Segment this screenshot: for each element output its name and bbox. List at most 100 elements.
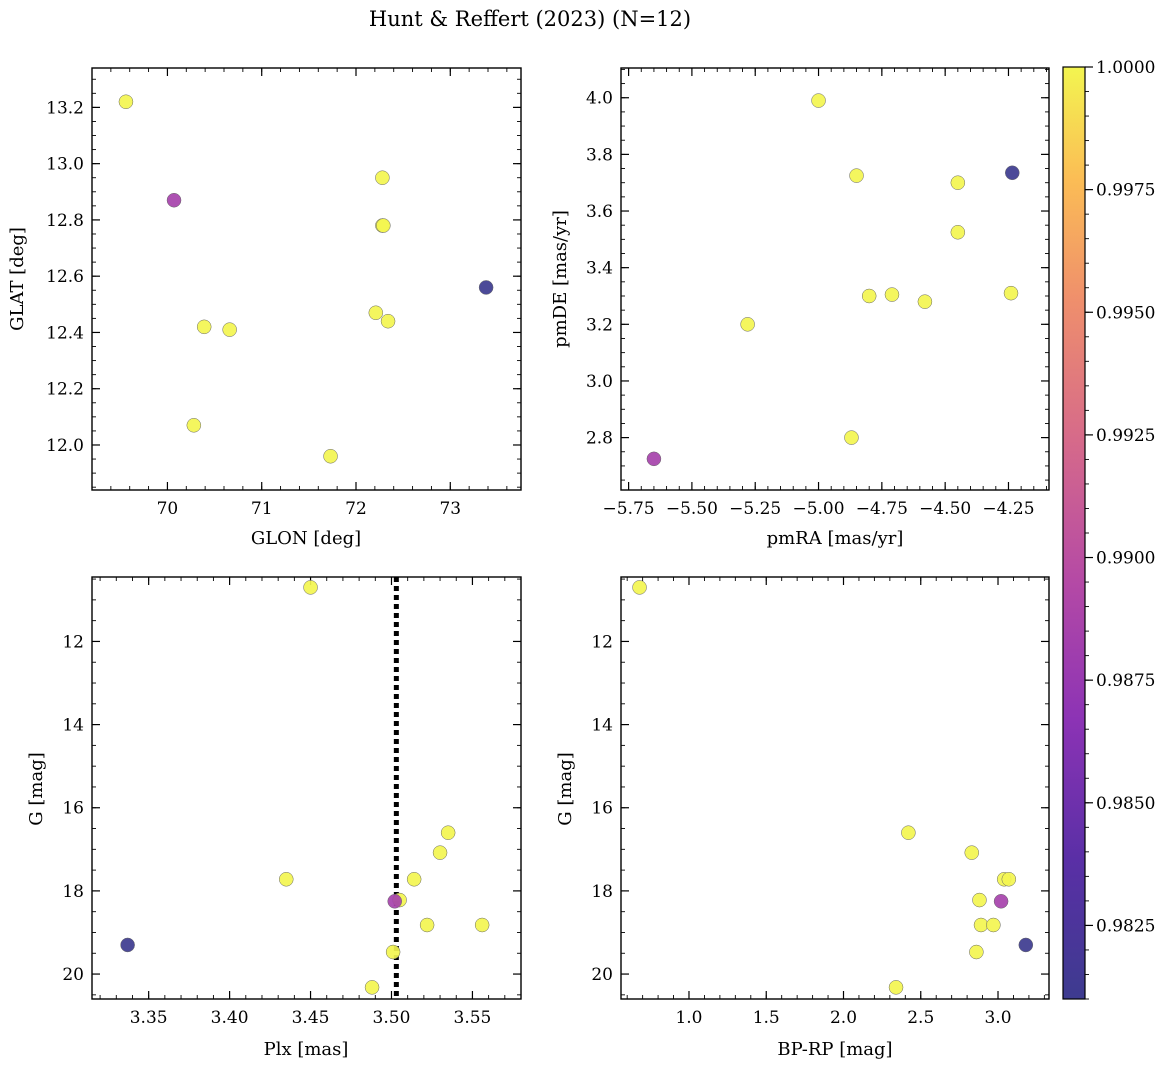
data-point [222, 322, 237, 337]
axes-frame [91, 576, 522, 1000]
ylabel-pmde: pmDE [mas/yr] [550, 210, 571, 348]
data-point [380, 313, 396, 329]
data-point [993, 894, 1009, 909]
colorbar-tick-label: 0.9875 [1096, 671, 1155, 691]
data-point [120, 937, 135, 953]
plot-bprp-g: 1.0 1.5 2.0 2.5 3.0 12 14 16 18 20 [591, 576, 1050, 1028]
colorbar-tick-label: 0.9850 [1096, 794, 1155, 814]
data-point [1018, 937, 1034, 953]
x-tick-label: −5.75 [603, 499, 655, 519]
data-point [972, 892, 987, 908]
data-point [196, 319, 212, 335]
y-tick-label: 12.4 [46, 323, 84, 343]
data-point [375, 170, 390, 185]
y-tick-label: 3.4 [586, 259, 613, 279]
data-point [844, 430, 859, 445]
x-tick-label: 1.5 [753, 1008, 780, 1028]
y-tick-label: 12 [62, 632, 84, 652]
data-point [969, 944, 984, 960]
y-tick-label: 14 [591, 716, 613, 736]
ylabel-g-left: G [mag] [26, 752, 47, 825]
x-tick-label: −4.50 [919, 499, 971, 519]
x-tick-label: 3.50 [373, 1008, 411, 1028]
y-tick-label: 12.0 [46, 436, 84, 456]
data-point [323, 448, 338, 464]
panel-glon-glat: GLON [deg] GLAT [deg] [7, 227, 361, 549]
data-point [364, 980, 380, 995]
data-point [917, 294, 933, 309]
y-tick-label: 16 [591, 799, 613, 819]
panel-pmra-pmde: pmRA [mas/yr] pmDE [mas/yr] [550, 210, 903, 549]
x-tick-label: −4.75 [856, 499, 908, 519]
data-point [986, 917, 1001, 933]
data-point [478, 280, 494, 295]
x-tick-label: 71 [251, 499, 273, 519]
data-point [1001, 872, 1017, 887]
colorbar-tick-label: 1.0000 [1096, 58, 1155, 78]
y-tick-label: 13.2 [46, 98, 84, 118]
ylabel-glat: GLAT [deg] [7, 227, 28, 331]
data-point [888, 980, 904, 995]
data-point [376, 218, 391, 233]
data-point [368, 305, 384, 321]
y-tick-label: 3.2 [586, 315, 613, 335]
xlabel-bprp: BP-RP [mag] [777, 1039, 892, 1060]
plot-pmra-pmde: −5.75 −5.50 −5.25 −5.00 −4.75 −4.50 −4.25 2.8 3.… [586, 67, 1050, 519]
data-point [1003, 285, 1019, 301]
axes-frame [620, 576, 1050, 1000]
x-tick-label: 2.5 [907, 1008, 934, 1028]
colorbar-tick-label: 0.9975 [1096, 181, 1155, 201]
data-point [646, 451, 662, 467]
x-tick-label: 72 [345, 499, 367, 519]
y-tick-label: 13.0 [46, 155, 84, 175]
axes-frame [620, 67, 1050, 491]
data-point [632, 580, 647, 595]
y-tick-label: 20 [62, 965, 84, 985]
x-tick-label: 3.40 [211, 1008, 249, 1028]
plot-plx-g: 3.35 3.40 3.45 3.50 3.55 12 14 16 18 20 [62, 576, 522, 1028]
colorbar: 0.9825 0.9850 0.9875 0.9900 0.9925 0.9950 0.99… [1062, 58, 1155, 1000]
figure-title: Hunt & Reffert (2023) (N=12) [369, 7, 691, 31]
data-point [385, 944, 401, 960]
data-point [861, 288, 877, 304]
data-point [740, 317, 755, 332]
x-tick-label: 3.0 [984, 1008, 1011, 1028]
y-tick-label: 4.0 [586, 89, 613, 109]
data-point [811, 93, 826, 108]
data-point [279, 872, 294, 887]
x-tick-label: 3.55 [454, 1008, 492, 1028]
colorbar-tick-label: 0.9900 [1096, 549, 1155, 569]
y-tick-label: 3.0 [586, 372, 613, 392]
data-point [419, 917, 435, 933]
panel-plx-g: Plx [mas] G [mag] [26, 752, 348, 1060]
y-tick-label: 14 [62, 716, 84, 736]
data-point [166, 192, 182, 208]
data-point [474, 917, 490, 933]
y-tick-label: 12.6 [46, 267, 84, 287]
data-point [440, 825, 456, 840]
plot-glon-glat: 70 71 72 73 12.0 12.2 12.4 12.6 12.8 13.0 13.2 [46, 67, 522, 519]
data-point [973, 917, 989, 933]
y-tick-label: 12.2 [46, 380, 84, 400]
data-point [849, 168, 864, 183]
y-tick-label: 3.8 [586, 145, 613, 165]
data-point [186, 418, 202, 433]
x-tick-label: 3.45 [292, 1008, 330, 1028]
data-point [118, 94, 134, 110]
x-tick-label: 1.0 [675, 1008, 702, 1028]
data-point [964, 845, 979, 860]
data-point [901, 825, 916, 840]
y-tick-label: 12.8 [46, 211, 84, 231]
data-point [884, 287, 900, 302]
x-tick-label: 3.35 [130, 1008, 168, 1028]
data-point [950, 175, 966, 190]
xlabel-pmra: pmRA [mas/yr] [767, 528, 904, 549]
y-tick-label: 12 [591, 632, 613, 652]
panel-bprp-g: BP-RP [mag] G [mag] [555, 752, 893, 1060]
y-tick-label: 2.8 [586, 429, 613, 449]
ylabel-g-right: G [mag] [555, 752, 576, 825]
colorbar-tick-label: 0.9925 [1096, 426, 1155, 446]
y-tick-label: 18 [591, 882, 613, 902]
data-point [387, 894, 402, 909]
